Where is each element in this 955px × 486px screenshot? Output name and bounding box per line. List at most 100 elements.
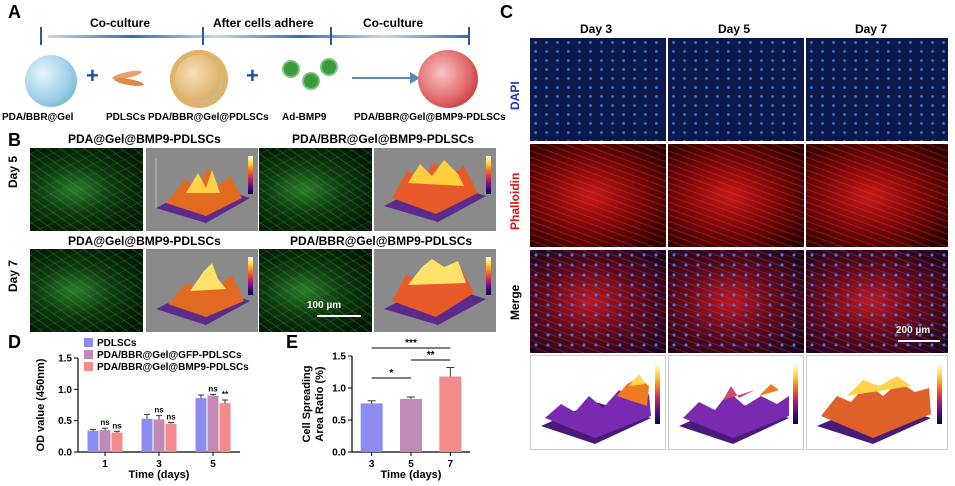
y-tick-label: 1.0 (58, 385, 72, 396)
legend-swatch (84, 338, 93, 347)
significance-label: ns (100, 418, 110, 427)
fluorescence-image-day5-pda-bbr (259, 148, 372, 231)
pdlsc-cells-illustration (110, 68, 146, 88)
scale-bar-label-b: 100 µm (307, 300, 342, 311)
y-axis-label: Area Ratio (%) (314, 366, 326, 442)
chart-e-spreading-area: 0.0 0.5 1.0 1.5 Cell Spreading Area Ratio (%)… (301, 338, 470, 481)
stage-label-co-culture-2: Co-culture (363, 16, 423, 30)
b-title-day7-left: PDA@Gel@BMP9-PDLSCs (68, 234, 221, 248)
virus-particles-illustration (280, 58, 340, 94)
panel-label-b: B (8, 130, 21, 150)
y-axis-label: Cell Spreading (301, 365, 313, 442)
c-surface-plot-day5 (668, 355, 804, 450)
x-tick-label: 7 (448, 459, 454, 470)
surface-plot-day5-pda-bbr (374, 148, 496, 231)
seeded-hydrogel-illustration (170, 50, 228, 108)
x-tick-label: 3 (369, 459, 375, 470)
significance-label: *** (405, 338, 417, 349)
merge-image-day5 (668, 250, 804, 353)
significance-label: ns (154, 406, 164, 415)
bar (111, 432, 123, 452)
surface-plot-graphic (541, 374, 651, 444)
y-tick-label: 0.5 (58, 416, 72, 427)
bar (87, 430, 99, 452)
panel-label-a: A (8, 2, 21, 22)
surface-plot-graphic (817, 376, 931, 444)
y-tick-label: 0.5 (332, 416, 346, 427)
surface-plot-graphic (155, 158, 250, 223)
panel-label-c: C (500, 2, 513, 22)
c-surface-plot-day3 (530, 355, 666, 450)
plus-icon: + (86, 63, 99, 88)
dapi-image-day5 (668, 38, 804, 141)
bar (207, 395, 219, 452)
legend-label: PDLSCs (97, 338, 137, 349)
bar (153, 419, 165, 452)
legend-label: PDA/BBR@Gel@GFP-PDLSCs (97, 350, 242, 361)
y-axis-label: OD value (450nm) (35, 358, 47, 451)
legend-label: PDA/BBR@Gel@BMP9-PDLSCs (97, 362, 249, 373)
y-tick-label: 1.0 (332, 384, 346, 395)
panel-label-e: E (286, 332, 299, 352)
x-tick-label: 5 (408, 459, 414, 470)
c-row-dapi: DAPI (508, 81, 522, 110)
surface-plot-graphic (156, 263, 250, 325)
bmp9-hydrogel-illustration (418, 50, 478, 108)
panel-label-d: D (8, 332, 21, 352)
b-title-day5-right: PDA/BBR@Gel@BMP9-PDLSCs (292, 132, 475, 146)
merge-image-day3 (530, 250, 666, 353)
surface-plot-day7-pda (146, 249, 258, 332)
surface-plot-graphic (384, 160, 486, 222)
significance-label: * (389, 368, 393, 379)
merge-image-day7: 200 µm (806, 250, 948, 353)
x-axis-label: Time (days) (381, 469, 442, 481)
legend-swatch (84, 362, 93, 371)
c-row-merge: Merge (508, 284, 522, 320)
label-pda-bbr-gel-pdlscs: PDA/BBR@Gel@PDLSCs (148, 112, 269, 123)
stage-label-co-culture-1: Co-culture (90, 16, 150, 30)
c-surface-plot-day7 (806, 355, 948, 450)
surface-plot-day5-pda (146, 148, 258, 231)
surface-plot-day7-pda-bbr (374, 249, 496, 332)
y-tick-label: 0.0 (332, 448, 346, 459)
scale-bar (898, 340, 940, 342)
significance-label: ns (166, 413, 176, 422)
dapi-image-day3 (530, 38, 666, 141)
arrow-head-icon (410, 72, 420, 84)
row-label-day7: Day 7 (6, 259, 20, 292)
legend-swatch (84, 350, 93, 359)
y-tick-label: 0.0 (58, 448, 72, 459)
row-label-day5: Day 5 (6, 155, 20, 188)
phalloidin-image-day7 (806, 144, 948, 247)
bar (141, 418, 153, 452)
bar (219, 403, 231, 452)
surface-plot-graphic (679, 384, 789, 444)
stage-bar: Co-culture After cells adhere Co-culture (40, 12, 472, 45)
scale-bar (317, 315, 361, 317)
bar (165, 423, 177, 452)
stage-label-after-adhere: After cells adhere (213, 16, 314, 30)
b-title-day7-right: PDA/BBR@Gel@BMP9-PDLSCs (290, 234, 473, 248)
hydrogel-sphere-illustration (25, 55, 77, 107)
y-tick-label: 1.5 (332, 352, 346, 363)
significance-label: ns (112, 421, 122, 430)
plus-icon: + (246, 63, 259, 88)
c-col-day3: Day 3 (580, 22, 613, 36)
x-tick-label: 1 (102, 459, 108, 470)
c-row-phalloidin: Phalloidin (508, 172, 522, 230)
arrow-icon (352, 77, 412, 79)
phalloidin-image-day5 (668, 144, 804, 247)
label-ad-bmp9: Ad-BMP9 (282, 112, 327, 123)
bar (360, 403, 383, 452)
bar (400, 398, 422, 452)
phalloidin-image-day3 (530, 144, 666, 247)
x-tick-label: 5 (210, 459, 216, 470)
label-pdlscs: PDLSCs (106, 112, 146, 123)
significance-label: ns (208, 384, 218, 393)
bar (439, 376, 462, 452)
fluorescence-image-day5-pda (30, 148, 143, 231)
scale-bar-label-c: 200 µm (896, 325, 931, 336)
b-title-day5-left: PDA@Gel@BMP9-PDLSCs (68, 132, 221, 146)
label-pda-bbr-gel: PDA/BBR@Gel (2, 112, 74, 123)
chart-d-od-value: 0.0 0.5 1.0 1.5 OD value (450nm) Time (days) 1… (35, 338, 249, 481)
